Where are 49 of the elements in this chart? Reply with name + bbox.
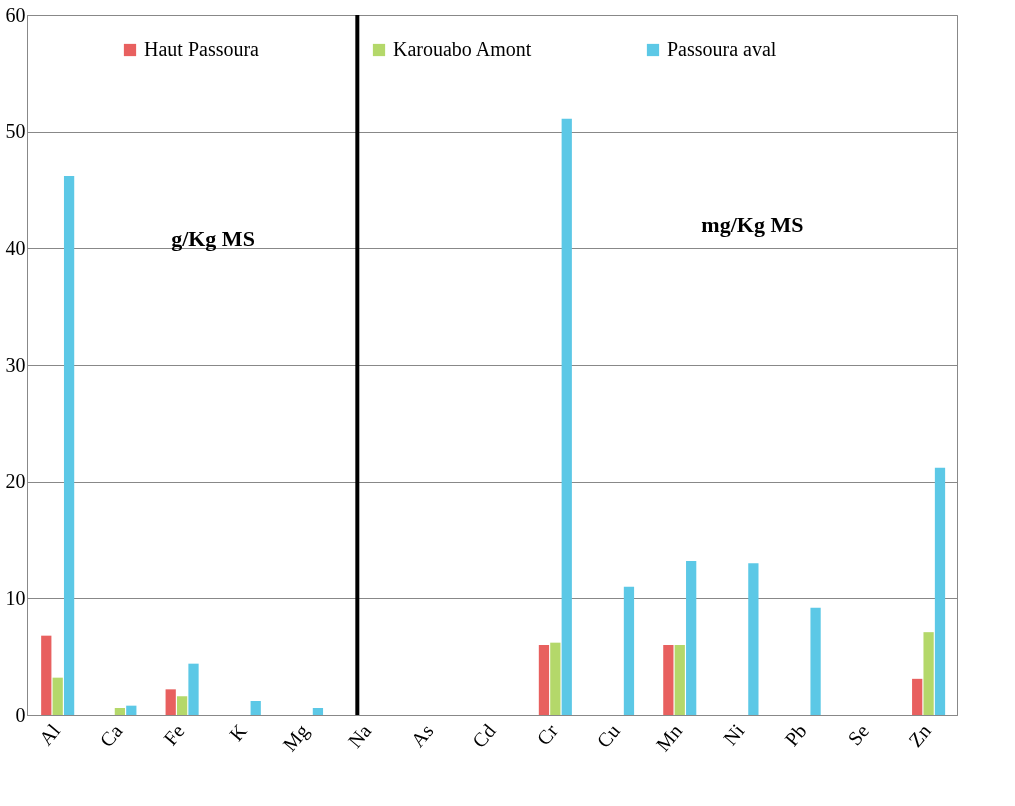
y-tick-label: 20 — [5, 470, 26, 493]
bar — [176, 696, 188, 715]
y-tick-label: 30 — [5, 353, 26, 376]
y-tick-label: 40 — [5, 236, 26, 259]
x-tick-label: Cu — [592, 719, 625, 752]
x-tick-label: Mg — [278, 719, 314, 756]
y-tick-label: 0 — [15, 703, 26, 726]
legend-label: Haut Passoura — [144, 38, 260, 60]
bar — [934, 467, 946, 715]
bar — [810, 607, 821, 715]
x-tick-label: Fe — [158, 719, 189, 750]
bar — [550, 642, 561, 715]
x-tick-label: K — [224, 719, 252, 745]
bar — [923, 632, 934, 715]
bar — [623, 586, 635, 715]
annotation: mg/Kg MS — [701, 212, 804, 237]
bar — [686, 561, 697, 715]
x-tick-label: As — [406, 719, 438, 751]
y-tick-label: 10 — [5, 586, 26, 609]
bar — [912, 678, 923, 715]
y-tick-label: 50 — [5, 120, 26, 143]
legend-label: Karouabo Amont — [393, 38, 532, 60]
legend-label: Passoura aval — [667, 38, 777, 60]
bar — [674, 645, 685, 715]
bar — [41, 635, 52, 715]
bar — [538, 645, 550, 715]
bar — [663, 645, 674, 715]
x-tick-label: Ni — [718, 719, 749, 750]
bar — [748, 563, 759, 715]
bar — [188, 663, 199, 715]
bar — [52, 677, 63, 715]
x-tick-label: Pb — [780, 719, 811, 751]
bar — [312, 708, 324, 715]
y-tick-label: 60 — [5, 3, 26, 26]
bar — [561, 118, 572, 715]
x-tick-label: Zn — [903, 719, 936, 751]
bar — [114, 708, 126, 715]
x-tick-label: Na — [343, 719, 376, 752]
annotation: g/Kg MS — [171, 226, 255, 251]
x-tick-label: Mn — [651, 719, 687, 756]
x-tick-label: Al — [34, 719, 65, 750]
bar — [126, 705, 137, 715]
x-tick-label: Cd — [467, 719, 500, 752]
x-tick-label: Ca — [95, 719, 127, 751]
bar — [250, 701, 261, 715]
x-tick-label: Cr — [532, 719, 563, 750]
bar — [63, 176, 75, 715]
bar — [165, 689, 176, 715]
x-tick-label: Se — [843, 719, 873, 750]
